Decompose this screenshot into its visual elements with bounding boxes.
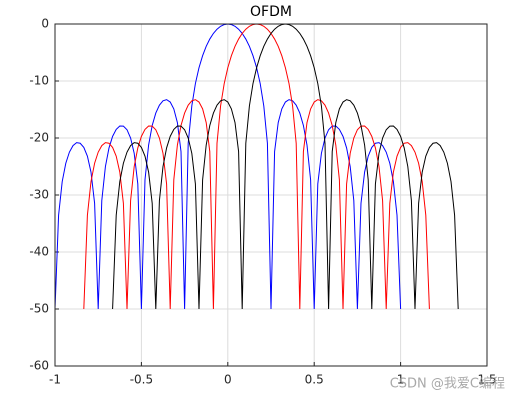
x-tick-label: 1	[397, 373, 405, 387]
y-tick-label: -30	[29, 188, 49, 202]
y-tick-label: -10	[29, 74, 49, 88]
chart-title: OFDM	[250, 4, 292, 20]
y-tick-label: -20	[29, 131, 49, 145]
y-tick-label: -40	[29, 245, 49, 259]
x-tick-label: 0	[224, 373, 232, 387]
x-tick-label: 1.5	[477, 373, 496, 387]
x-tick-label: -0.5	[130, 373, 153, 387]
x-tick-label: 0.5	[305, 373, 324, 387]
y-tick-label: -50	[29, 302, 49, 316]
x-tick-label: -1	[49, 373, 61, 387]
axes-box	[54, 23, 488, 367]
y-tick-label: -60	[29, 359, 49, 373]
y-tick-label: 0	[41, 17, 49, 31]
watermark: CSDN @我爱C编程	[390, 377, 505, 392]
